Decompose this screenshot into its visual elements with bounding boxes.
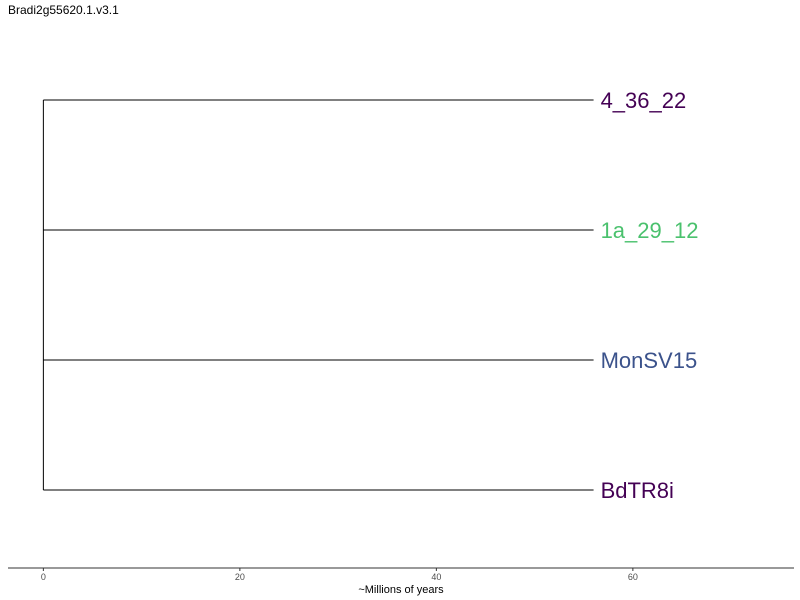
tip-label: 1a_29_12 bbox=[601, 218, 699, 243]
figure-title: Bradi2g55620.1.v3.1 bbox=[8, 3, 119, 17]
x-axis-ticks: 0 20 40 60 bbox=[41, 568, 638, 582]
tree-branches bbox=[42, 99, 594, 491]
tip-labels: 4_36_22 1a_29_12 MonSV15 BdTR8i bbox=[601, 88, 699, 503]
tip-label: 4_36_22 bbox=[601, 88, 687, 113]
x-tick-label: 20 bbox=[235, 572, 245, 582]
x-tick-label: 60 bbox=[628, 572, 638, 582]
x-tick-label: 0 bbox=[41, 572, 46, 582]
x-axis-title: ~Millions of years bbox=[358, 584, 444, 596]
tip-label: MonSV15 bbox=[601, 348, 698, 373]
tip-label: BdTR8i bbox=[601, 478, 674, 503]
x-axis: 0 20 40 60 ~Millions of years bbox=[8, 567, 794, 596]
x-tick-label: 40 bbox=[431, 572, 441, 582]
